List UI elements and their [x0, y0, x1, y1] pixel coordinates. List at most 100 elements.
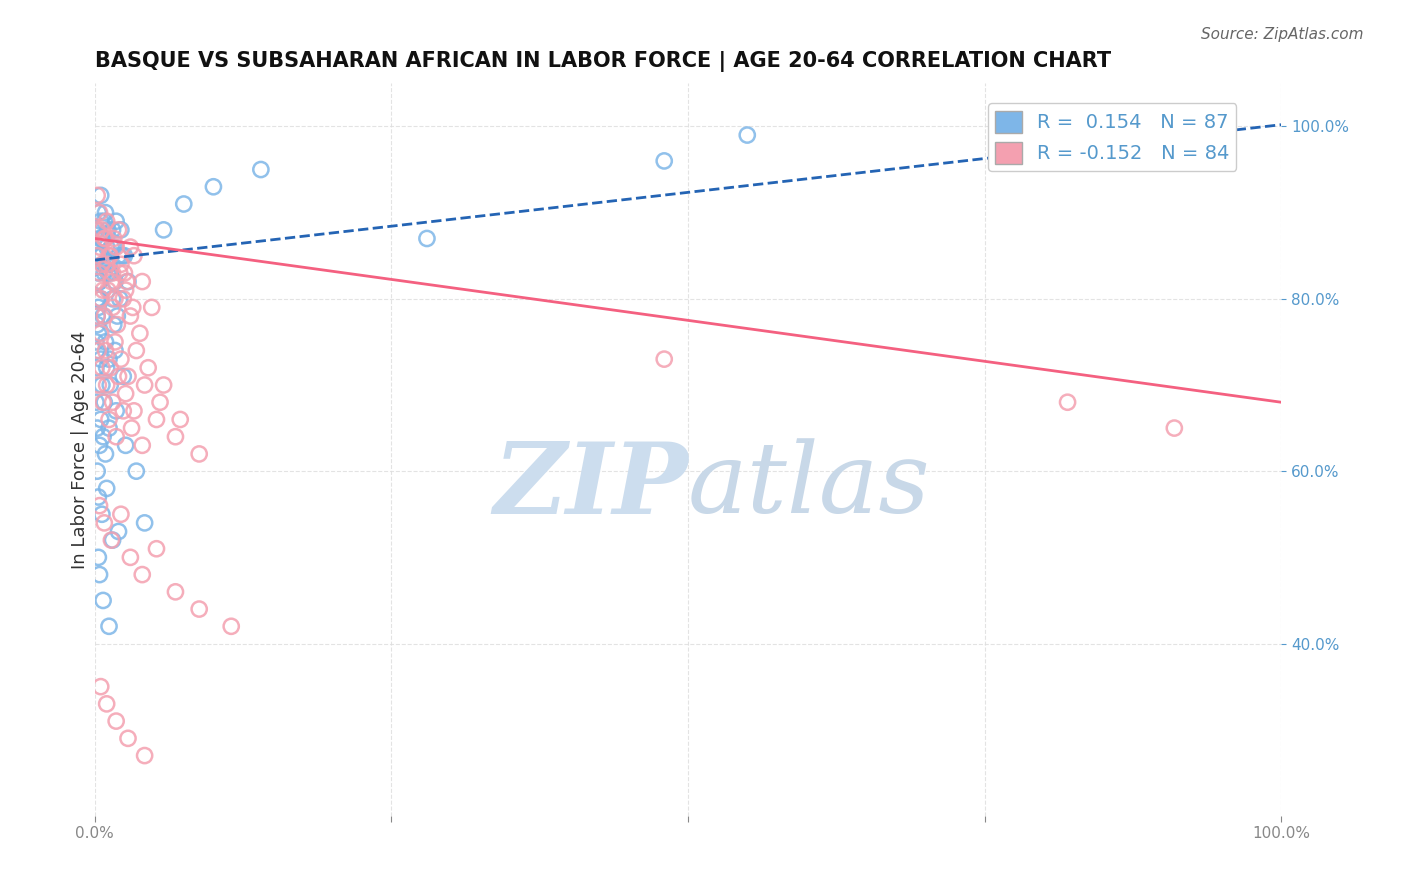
Point — [111, 249, 134, 263]
Point — [416, 231, 439, 245]
Point — [87, 490, 110, 504]
Point — [652, 153, 675, 168]
Point — [1056, 395, 1078, 409]
Point — [165, 584, 187, 599]
Point — [114, 438, 136, 452]
Point — [96, 240, 118, 254]
Point — [87, 266, 110, 280]
Point — [104, 343, 127, 358]
Point — [90, 249, 112, 263]
Point — [90, 326, 112, 341]
Point — [97, 266, 120, 280]
Point — [114, 283, 136, 297]
Point — [103, 231, 125, 245]
Point — [108, 292, 131, 306]
Point — [188, 602, 211, 616]
Point — [103, 318, 125, 332]
Point — [114, 249, 136, 263]
Point — [90, 231, 112, 245]
Point — [86, 223, 108, 237]
Point — [105, 214, 128, 228]
Point — [97, 283, 120, 297]
Point — [89, 231, 111, 245]
Point — [104, 292, 127, 306]
Point — [112, 404, 135, 418]
Point — [90, 378, 112, 392]
Point — [188, 447, 211, 461]
Point — [90, 249, 112, 263]
Point — [87, 343, 110, 358]
Point — [131, 275, 153, 289]
Point — [89, 205, 111, 219]
Text: atlas: atlas — [688, 439, 931, 534]
Point — [114, 386, 136, 401]
Point — [107, 369, 129, 384]
Point — [134, 516, 156, 530]
Point — [96, 257, 118, 271]
Point — [96, 482, 118, 496]
Point — [114, 266, 136, 280]
Point — [105, 404, 128, 418]
Point — [90, 360, 112, 375]
Point — [101, 266, 124, 280]
Point — [96, 257, 118, 271]
Point — [121, 421, 143, 435]
Point — [86, 292, 108, 306]
Point — [107, 249, 129, 263]
Point — [86, 223, 108, 237]
Point — [91, 257, 114, 271]
Point — [101, 292, 124, 306]
Point — [105, 430, 128, 444]
Point — [91, 430, 114, 444]
Point — [735, 128, 758, 142]
Point — [89, 499, 111, 513]
Point — [84, 360, 107, 375]
Point — [90, 680, 112, 694]
Point — [84, 395, 107, 409]
Point — [96, 360, 118, 375]
Point — [107, 524, 129, 539]
Point — [90, 257, 112, 271]
Point — [110, 352, 132, 367]
Point — [101, 395, 124, 409]
Point — [173, 197, 195, 211]
Point — [94, 334, 117, 349]
Point — [98, 266, 121, 280]
Point — [86, 464, 108, 478]
Point — [87, 275, 110, 289]
Point — [89, 567, 111, 582]
Point — [91, 395, 114, 409]
Point — [89, 266, 111, 280]
Point — [105, 309, 128, 323]
Point — [121, 301, 143, 315]
Point — [101, 301, 124, 315]
Point — [87, 301, 110, 315]
Point — [131, 438, 153, 452]
Point — [89, 275, 111, 289]
Point — [120, 550, 142, 565]
Point — [98, 412, 121, 426]
Point — [87, 550, 110, 565]
Point — [202, 179, 225, 194]
Point — [107, 223, 129, 237]
Point — [93, 309, 115, 323]
Point — [100, 240, 122, 254]
Point — [105, 240, 128, 254]
Point — [96, 378, 118, 392]
Point — [145, 541, 167, 556]
Point — [98, 257, 121, 271]
Point — [1163, 421, 1185, 435]
Legend: R =  0.154   N = 87, R = -0.152   N = 84: R = 0.154 N = 87, R = -0.152 N = 84 — [988, 103, 1236, 171]
Point — [152, 223, 174, 237]
Point — [104, 275, 127, 289]
Point — [93, 516, 115, 530]
Point — [96, 697, 118, 711]
Point — [86, 318, 108, 332]
Point — [93, 231, 115, 245]
Text: ZIP: ZIP — [494, 438, 688, 534]
Point — [122, 404, 145, 418]
Point — [90, 412, 112, 426]
Point — [105, 318, 128, 332]
Point — [120, 309, 142, 323]
Point — [91, 593, 114, 607]
